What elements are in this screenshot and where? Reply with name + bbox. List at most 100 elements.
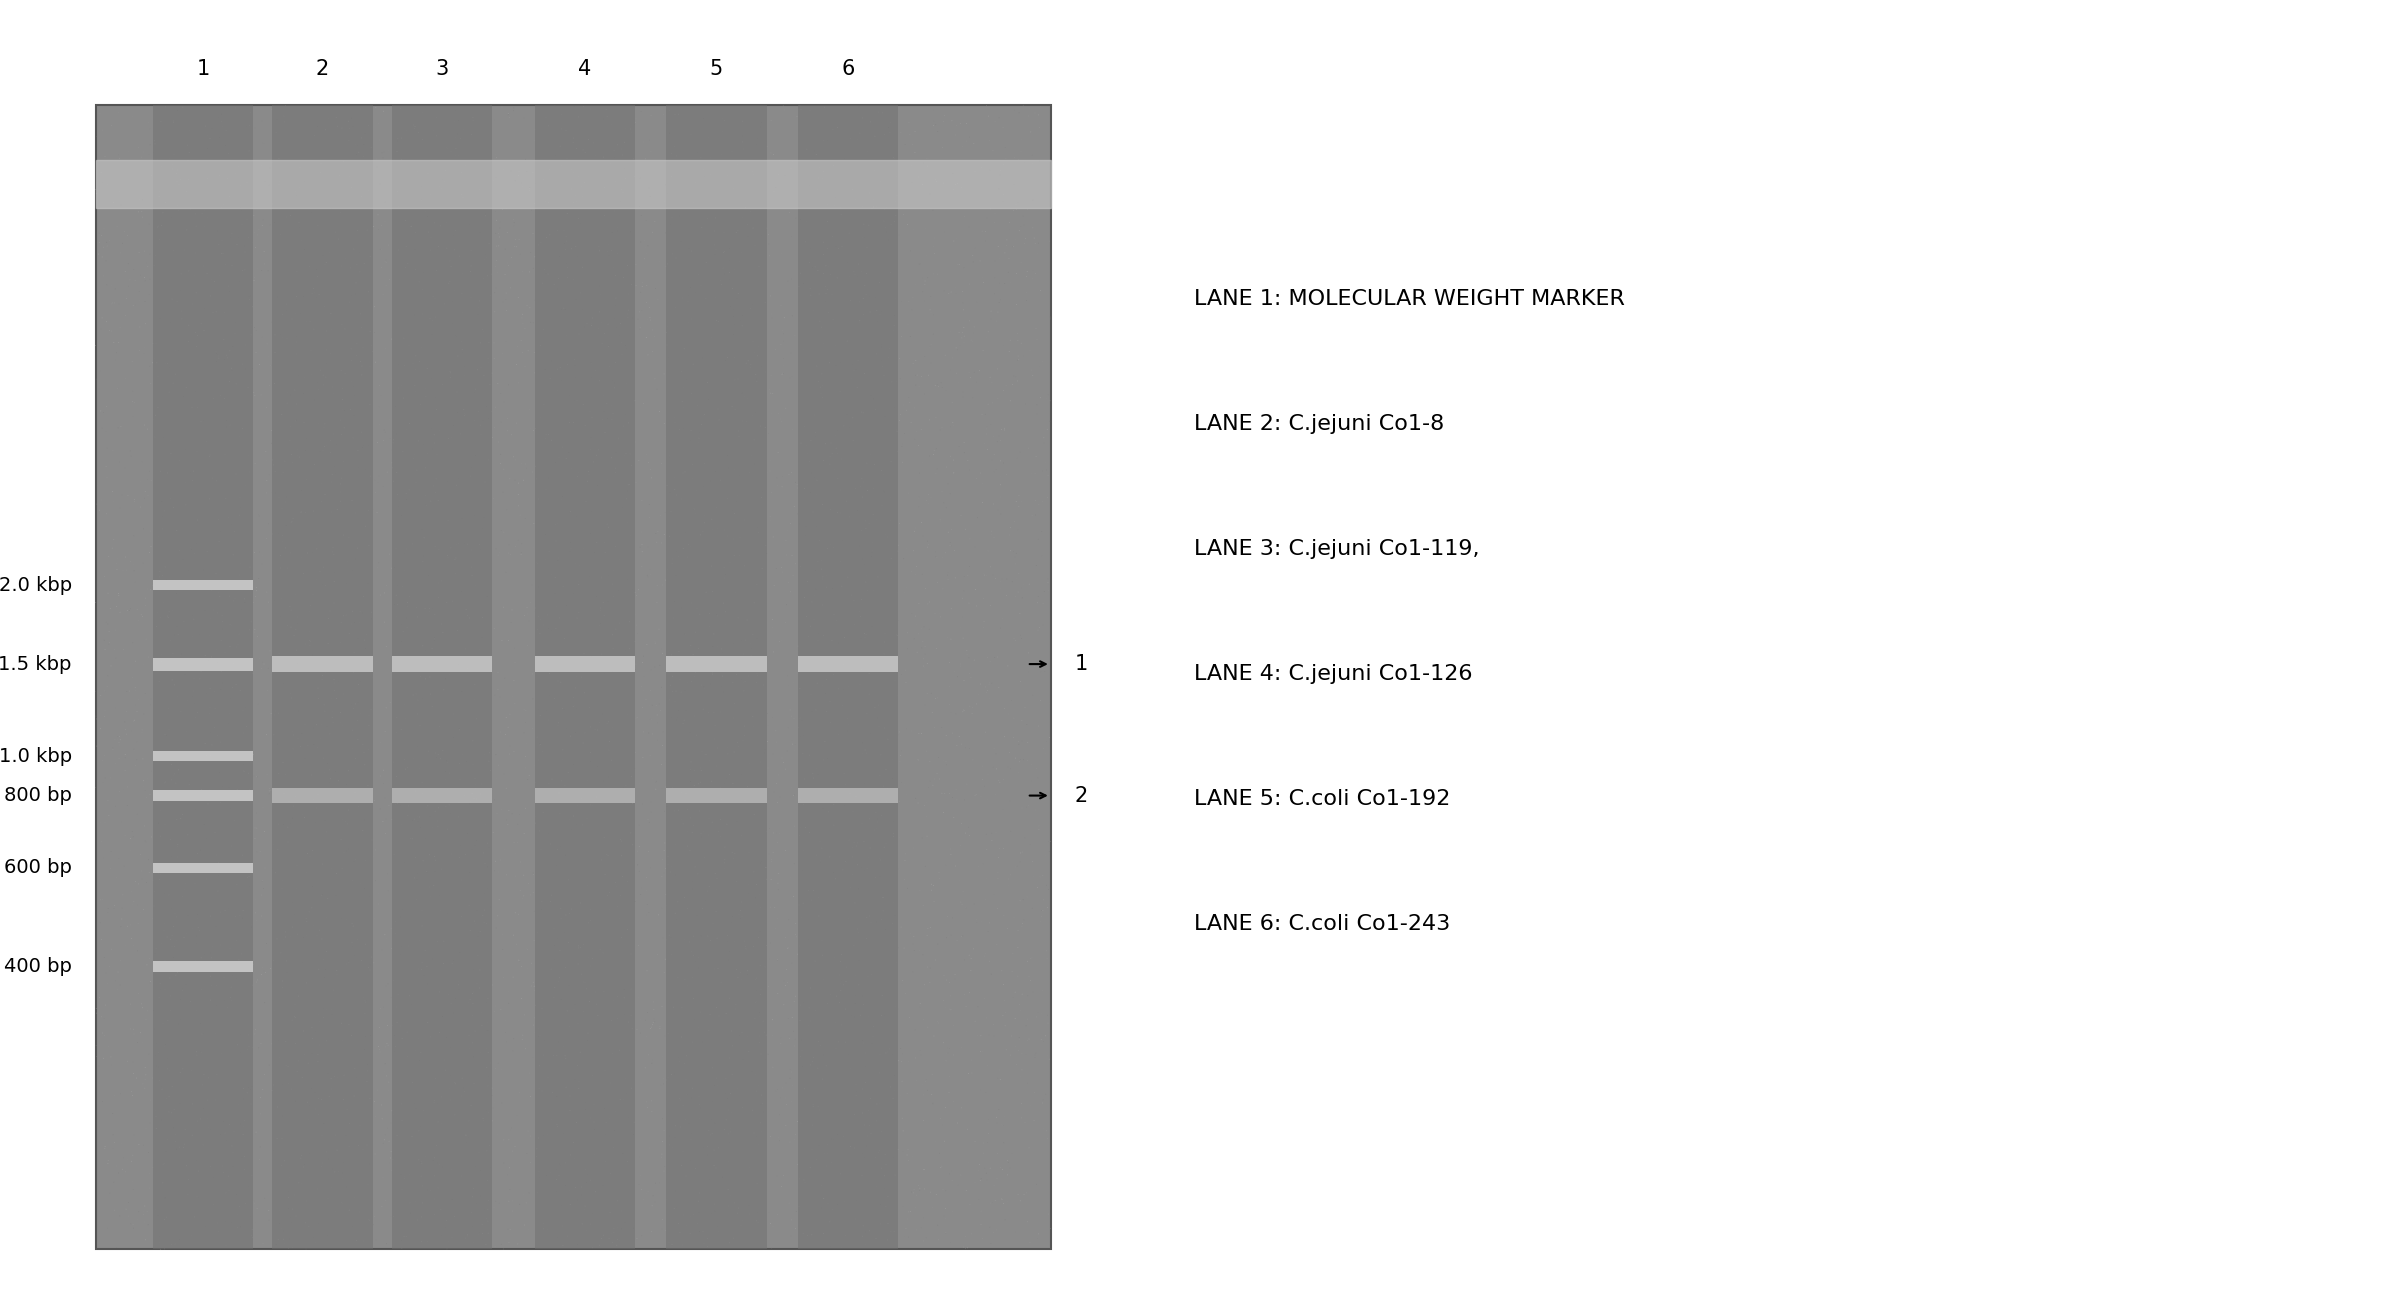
Point — [81, 988, 119, 1009]
Point — [107, 288, 146, 309]
Point — [139, 813, 177, 834]
Point — [432, 1227, 470, 1248]
Point — [303, 1089, 341, 1110]
Point — [544, 739, 583, 760]
Point — [153, 600, 191, 621]
Point — [430, 763, 468, 784]
Point — [146, 1239, 184, 1260]
Point — [210, 636, 248, 658]
Point — [566, 172, 604, 193]
Point — [377, 1036, 416, 1057]
Point — [690, 617, 728, 638]
Point — [423, 375, 461, 396]
Point — [965, 1143, 1003, 1164]
Point — [783, 1030, 821, 1051]
Point — [478, 235, 516, 256]
Point — [819, 419, 857, 441]
Point — [468, 266, 506, 287]
Point — [203, 243, 241, 264]
Point — [989, 794, 1027, 815]
Point — [690, 1120, 728, 1141]
Point — [380, 984, 418, 1005]
Point — [886, 869, 924, 890]
Point — [296, 813, 334, 834]
Point — [664, 1015, 702, 1036]
Point — [798, 1057, 836, 1078]
Point — [427, 1239, 466, 1260]
Point — [88, 467, 127, 488]
Point — [205, 388, 244, 409]
Point — [533, 619, 571, 640]
Point — [294, 1199, 332, 1220]
Point — [927, 855, 965, 876]
Point — [509, 304, 547, 325]
Point — [669, 721, 707, 742]
Point — [165, 368, 203, 389]
Point — [941, 254, 979, 275]
Point — [695, 221, 733, 242]
Point — [1001, 103, 1039, 124]
Point — [967, 682, 1005, 704]
Point — [427, 769, 466, 790]
Point — [886, 660, 924, 681]
Point — [139, 527, 177, 548]
Point — [466, 321, 504, 342]
Point — [688, 1136, 726, 1157]
Point — [365, 721, 404, 742]
Point — [215, 635, 253, 656]
Point — [298, 372, 337, 393]
Point — [298, 677, 337, 698]
Point — [327, 1124, 365, 1145]
Point — [872, 126, 910, 147]
Point — [251, 784, 289, 805]
Point — [184, 1074, 222, 1095]
Point — [437, 126, 475, 147]
Point — [755, 897, 793, 918]
Point — [1015, 843, 1053, 864]
Point — [767, 840, 805, 861]
Point — [759, 949, 798, 970]
Point — [743, 751, 781, 772]
Point — [650, 447, 688, 468]
Point — [81, 318, 119, 339]
Point — [781, 513, 819, 534]
Point — [941, 892, 979, 913]
Point — [604, 865, 642, 886]
Point — [270, 1228, 308, 1249]
Point — [454, 1073, 492, 1094]
Point — [392, 216, 430, 237]
Point — [449, 1226, 487, 1247]
Point — [836, 993, 874, 1014]
Point — [568, 462, 607, 483]
Point — [812, 534, 850, 555]
Point — [413, 285, 451, 306]
Point — [406, 385, 444, 406]
Point — [148, 354, 186, 375]
Point — [401, 337, 439, 358]
Point — [451, 792, 490, 813]
Point — [134, 1001, 172, 1022]
Point — [420, 963, 458, 984]
Point — [521, 609, 559, 630]
Point — [248, 680, 287, 701]
Point — [143, 1172, 181, 1193]
Point — [117, 750, 155, 771]
Point — [552, 538, 590, 559]
Point — [669, 291, 707, 312]
Point — [444, 301, 482, 322]
Point — [1001, 149, 1039, 170]
Point — [955, 1131, 993, 1152]
Point — [523, 742, 561, 763]
Point — [645, 963, 683, 984]
Point — [353, 216, 392, 237]
Point — [587, 651, 626, 672]
Point — [201, 347, 239, 368]
Point — [468, 1020, 506, 1041]
Point — [530, 423, 568, 444]
Point — [805, 97, 843, 118]
Point — [325, 601, 363, 622]
Point — [919, 747, 958, 768]
Point — [888, 214, 927, 235]
Point — [129, 1001, 167, 1022]
Point — [702, 274, 740, 295]
